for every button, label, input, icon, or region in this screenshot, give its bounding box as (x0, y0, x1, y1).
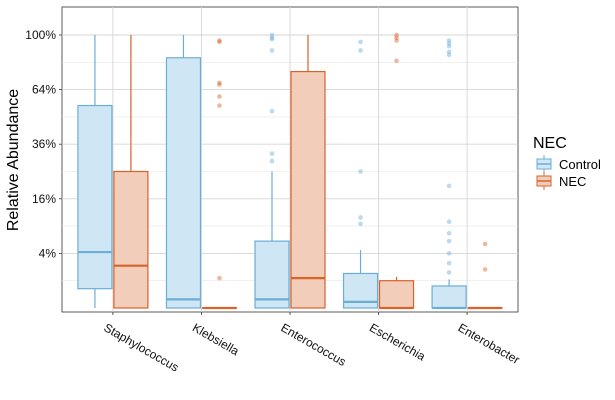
outlier-point (482, 241, 488, 247)
box (254, 240, 290, 309)
outlier-point (394, 35, 399, 41)
x-tick-label: Escherichia (367, 320, 428, 363)
outlier-point (358, 39, 363, 45)
outlier-point (446, 183, 452, 189)
box (290, 70, 326, 309)
box-control-0 (77, 35, 113, 308)
legend-label: Control (559, 157, 601, 172)
outlier-point (446, 49, 452, 55)
outlier-point (358, 48, 363, 53)
outlier-point (269, 108, 275, 114)
outlier-point (269, 151, 275, 156)
x-tick-label: Staphylococcus (101, 320, 181, 374)
outlier-point (358, 169, 363, 174)
outlier-point (446, 219, 452, 224)
box (113, 170, 149, 309)
outlier-point (217, 38, 222, 43)
outlier-point (269, 48, 275, 53)
grid (62, 7, 518, 312)
x-tick-label: Enterococcus (279, 320, 349, 368)
outlier-point (446, 230, 452, 236)
outlier-point (394, 58, 399, 64)
box-control-1 (165, 35, 202, 309)
outlier-point (269, 36, 275, 42)
outlier-point (446, 41, 452, 46)
x-tick-label: Enterobacter (456, 320, 523, 366)
outlier-point (446, 260, 452, 266)
outlier-point (217, 80, 222, 86)
legend: NEC Control NEC (533, 135, 601, 190)
box-nec-4 (467, 241, 503, 310)
box-nec-0 (113, 35, 149, 309)
y-tick-label: 4% (39, 246, 57, 260)
outlier-point (394, 32, 399, 38)
legend-label: NEC (559, 174, 586, 189)
box (77, 104, 113, 290)
box-control-2 (254, 32, 290, 309)
box-control-4 (431, 38, 467, 310)
outlier-point (217, 103, 222, 108)
box (431, 285, 467, 309)
outlier-point (269, 158, 275, 164)
box-nec-3 (378, 32, 415, 310)
outlier-point (446, 238, 452, 244)
outlier-point (217, 39, 222, 45)
outlier-point (482, 267, 488, 272)
outlier-point (394, 38, 399, 43)
legend-key-control: Control (536, 155, 601, 173)
outlier-point (217, 82, 222, 87)
outlier-point (446, 43, 452, 49)
legend-title: NEC (533, 135, 567, 152)
outlier-point (446, 52, 452, 58)
y-axis: 4% 16% 36% 64% 100% (25, 28, 62, 260)
y-tick-label: 36% (32, 137, 56, 151)
box-nec-2 (290, 35, 326, 309)
boxes (77, 32, 503, 310)
x-tick-label: Klebsiella (190, 320, 242, 358)
box (165, 57, 202, 309)
y-tick-label: 16% (32, 192, 56, 206)
outlier-point (446, 270, 452, 275)
outlier-point (217, 275, 222, 281)
y-tick-label: 64% (32, 83, 56, 97)
outlier-point (446, 251, 452, 256)
outlier-point (358, 215, 363, 220)
box-nec-1 (201, 38, 238, 310)
y-axis-title: Relative Abundance (5, 89, 22, 231)
legend-key-nec: NEC (536, 172, 586, 190)
box (378, 280, 415, 309)
outlier-point (446, 38, 452, 43)
y-tick-label: 100% (25, 28, 56, 42)
x-axis: Staphylococcus Klebsiella Enterococcus Esch… (101, 312, 522, 375)
outlier-point (217, 94, 222, 99)
outlier-point (269, 35, 275, 41)
box-control-3 (342, 39, 379, 309)
outlier-point (358, 221, 363, 227)
outlier-point (269, 32, 275, 38)
